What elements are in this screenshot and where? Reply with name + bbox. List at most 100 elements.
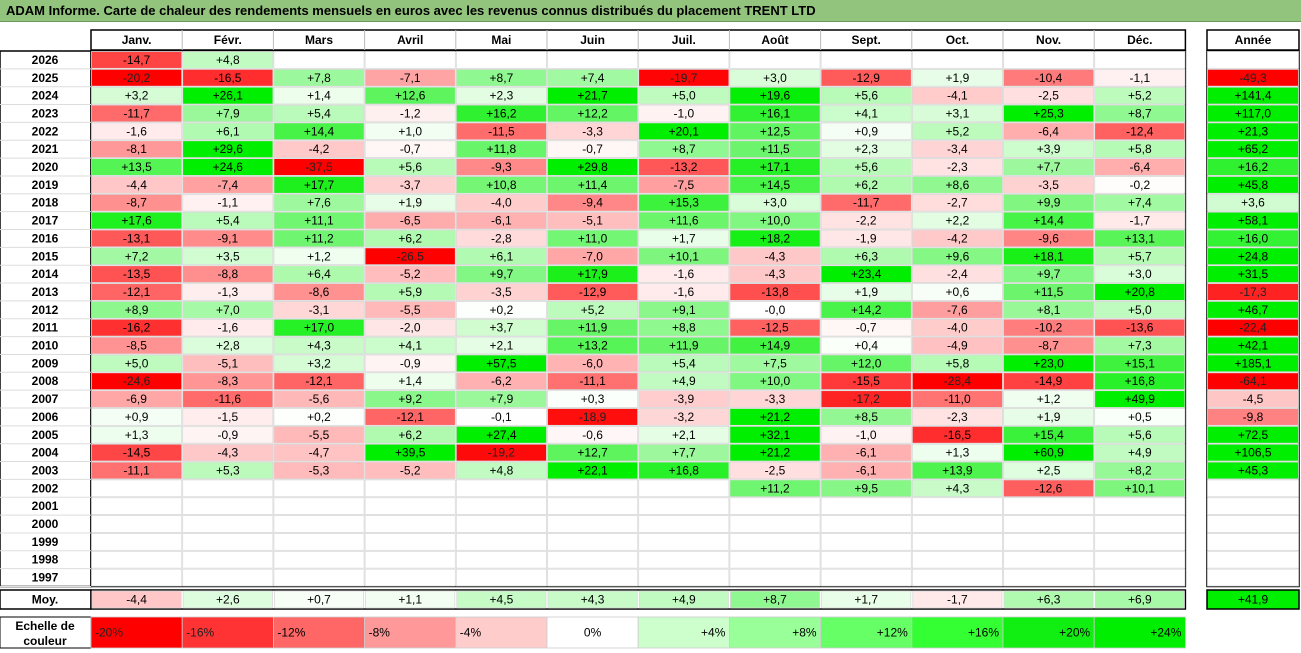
cell-value: -1,3 [217, 285, 238, 299]
cell-value: +3,1 [946, 106, 970, 120]
cell-value: +0,6 [946, 285, 970, 299]
cell-value: -2,7 [947, 196, 968, 210]
cell-value: -8,7 [1038, 339, 1059, 353]
heat-cell [364, 568, 456, 587]
cell-value: -1,6 [673, 285, 694, 299]
heat-cell [729, 354, 821, 373]
cell-value: -4,4 [126, 178, 147, 192]
heat-cell [1003, 68, 1095, 87]
cell-value: +2,3 [854, 142, 878, 156]
heat-cell [638, 122, 730, 141]
heat-cell [1003, 193, 1095, 212]
average-cell [91, 590, 182, 609]
heat-cell [273, 515, 365, 533]
scale-label-value: -8% [369, 626, 391, 640]
heat-cell [1094, 300, 1186, 319]
cell-value: +17,0 [304, 321, 335, 335]
year-label: 2010 [32, 339, 59, 353]
heat-cell [364, 390, 456, 408]
annual-header-box [1206, 29, 1300, 51]
heat-cell [182, 408, 274, 426]
cell-value: +3,2 [125, 89, 149, 103]
year-label: 2025 [32, 71, 59, 85]
cell-value: -7,0 [582, 249, 603, 263]
heat-cell [364, 461, 456, 480]
scale-swatch [637, 616, 730, 649]
heat-cell [820, 86, 912, 105]
heat-cell [638, 497, 730, 516]
cell-value: -4,3 [765, 267, 786, 281]
heat-cell [91, 354, 183, 373]
heat-cell [182, 229, 274, 248]
heat-cell [911, 265, 1003, 283]
year-label: 2026 [32, 53, 59, 67]
heat-cell [638, 461, 730, 480]
cell-value: +2,3 [490, 89, 514, 103]
heat-cell [182, 550, 274, 569]
annual-value: +31,5 [1238, 267, 1269, 281]
cell-value: +9,7 [1037, 267, 1061, 281]
heat-cell [911, 247, 1003, 266]
cell-value: +9,7 [490, 267, 514, 281]
heat-cell [364, 533, 456, 551]
heat-cell [1094, 86, 1186, 105]
heat-cell [729, 550, 821, 569]
heat-cell [820, 372, 912, 391]
heat-cell [91, 372, 183, 391]
heat-cell [455, 86, 547, 105]
annual-cell [1207, 425, 1299, 444]
scale-swatch [1093, 616, 1186, 649]
cell-value: -9,3 [491, 160, 512, 174]
heat-cell [1094, 568, 1186, 587]
cell-value: -7,1 [400, 71, 421, 85]
scale-swatch [1002, 616, 1095, 649]
heat-cell [547, 443, 639, 462]
average-cell [912, 590, 1003, 609]
annual-cell [1207, 211, 1299, 230]
cell-value: +7,9 [216, 106, 240, 120]
cell-value: +7,4 [581, 71, 605, 85]
average-annual-value: +41,9 [1238, 593, 1269, 607]
heat-cell [911, 211, 1003, 230]
cell-value: +5,4 [307, 106, 331, 120]
cell-value: +57,5 [486, 356, 517, 370]
year-label: 1997 [32, 571, 59, 585]
month-header: Avril [397, 33, 423, 47]
cell-value: -8,5 [126, 339, 147, 353]
heat-cell [820, 479, 912, 498]
heat-cell [729, 336, 821, 355]
year-label: 2003 [32, 463, 59, 477]
cell-value: +22,1 [577, 463, 608, 477]
cell-value: +3,0 [763, 196, 787, 210]
heat-cell [91, 86, 183, 105]
cell-value: +2,5 [1037, 463, 1061, 477]
cell-value: -8,7 [126, 196, 147, 210]
scale-label-value: +4% [701, 626, 726, 640]
heat-cell [455, 211, 547, 230]
annual-cell [1207, 336, 1299, 355]
heat-cell [547, 158, 639, 176]
year-label: 1999 [32, 535, 59, 549]
cell-value: -6,4 [1038, 124, 1059, 138]
heat-cell [547, 265, 639, 283]
annual-value: +58,1 [1238, 214, 1269, 228]
cell-value: -13,8 [761, 285, 789, 299]
cell-value: +18,2 [760, 231, 791, 245]
cell-value: +23,4 [851, 267, 882, 281]
heat-cell [1003, 247, 1095, 266]
cell-value: +16,8 [1125, 374, 1156, 388]
year-label: 2005 [32, 428, 59, 442]
heat-cell [547, 176, 639, 194]
month-header: Juil. [672, 33, 696, 47]
year-label: 2007 [32, 392, 59, 406]
month-header: Janv. [122, 33, 152, 47]
cell-value: +27,4 [486, 428, 517, 442]
scale-label-value: 0% [584, 626, 602, 640]
cell-value: +5,4 [216, 214, 240, 228]
cell-value: +0,9 [125, 410, 149, 424]
cell-value: -4,2 [947, 231, 968, 245]
cell-value: +7,2 [125, 249, 149, 263]
heat-cell [1003, 229, 1095, 248]
heat-cell [729, 283, 821, 301]
annual-box [1206, 50, 1300, 588]
